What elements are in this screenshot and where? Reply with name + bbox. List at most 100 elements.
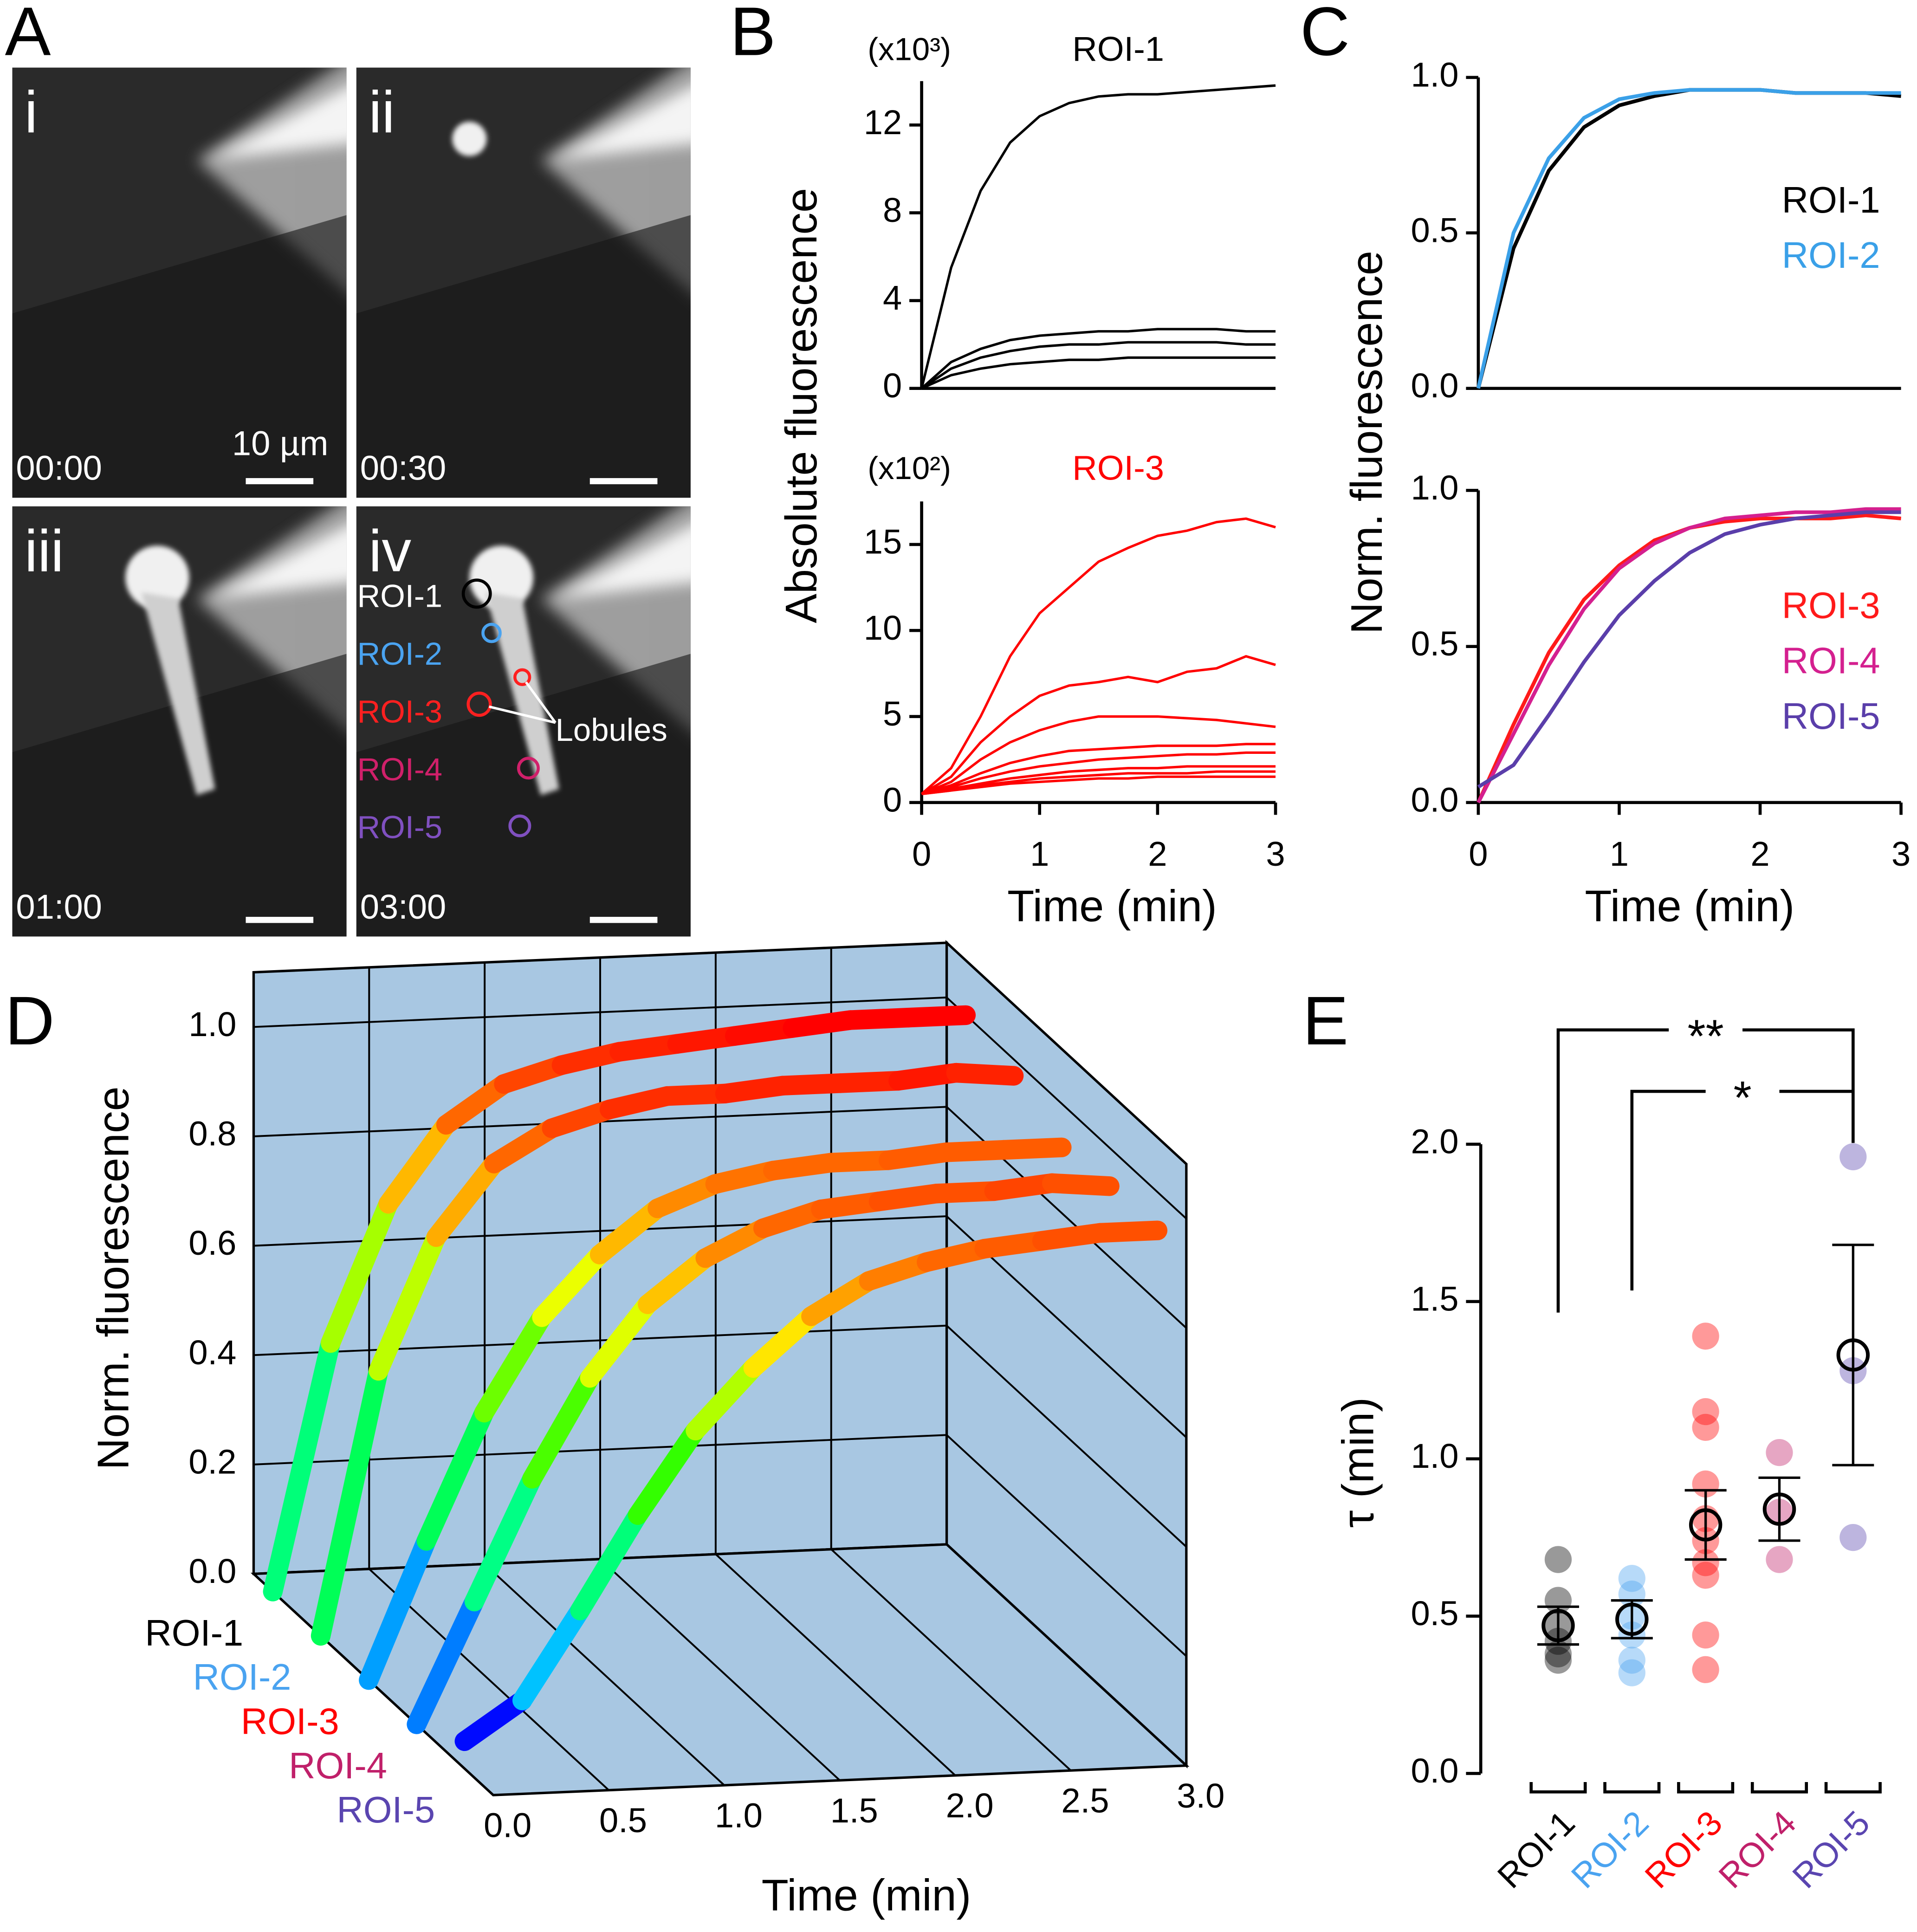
scale-bar [589, 917, 658, 923]
data-point [1839, 1524, 1867, 1551]
ribbon-segment [311, 1361, 389, 1646]
error-bar [1537, 1605, 1579, 1646]
label-background [1705, 1069, 1780, 1114]
category-label: ROI-4 [289, 1745, 387, 1786]
time-stamp: 03:00 [360, 888, 446, 926]
category-axis [1603, 1782, 1661, 1794]
legend-label: ROI-5 [1782, 695, 1880, 737]
y-tick-label: 0.8 [188, 1115, 236, 1153]
roi-circle [481, 622, 502, 643]
x-tick-label: ROI-2 [1564, 1803, 1656, 1895]
panel-label: E [1302, 983, 1348, 1059]
category-label: ROI-3 [241, 1701, 339, 1742]
grid-line [946, 1325, 1187, 1548]
x-tick-label: 0.5 [599, 1801, 647, 1840]
ribbon-segment [859, 1252, 937, 1291]
x-tick-label: ROI-1 [1490, 1803, 1582, 1895]
data-point [1692, 1413, 1719, 1441]
roi-circle [517, 757, 540, 780]
x-tick-label: 0.0 [484, 1806, 531, 1845]
mean-marker [1836, 1338, 1870, 1372]
category-axis [1529, 1782, 1587, 1794]
roi-label: ROI-2 [357, 636, 443, 672]
roi-label: ROI-1 [357, 578, 443, 614]
y-multiplier: (x10²) [868, 450, 951, 486]
series-line [921, 341, 1276, 389]
legend-label: ROI-2 [1782, 234, 1880, 276]
y-tick-label: 0.0 [188, 1552, 236, 1590]
x-tick-label: 1 [1610, 835, 1629, 873]
pipette-tip [469, 545, 533, 610]
grid-line [599, 1558, 841, 1781]
image-content [12, 67, 347, 498]
mean-marker [1689, 1508, 1723, 1542]
category-axis [1677, 1782, 1735, 1794]
image-label: ii [369, 79, 395, 145]
mean-marker [1762, 1492, 1796, 1526]
y-tick-label: 0.0 [1411, 366, 1458, 405]
y-tick-label: 0 [883, 366, 902, 405]
series-line [920, 517, 1276, 795]
ribbon-segment [407, 1591, 485, 1734]
image-content [356, 506, 691, 937]
roi-circle [508, 814, 531, 837]
ribbon-segment [378, 1115, 456, 1214]
pointer [489, 705, 556, 724]
category-label: ROI-1 [145, 1612, 243, 1653]
legend-label: ROI-1 [1782, 179, 1880, 220]
pipette-tip [125, 545, 189, 610]
x-tick-label: 1.0 [715, 1796, 763, 1835]
pipette [209, 86, 347, 160]
micrograph: ii 00:30 [356, 67, 691, 498]
x-tick-label: 2 [1148, 835, 1167, 873]
ribbon-segment [599, 1086, 677, 1120]
shadow [12, 654, 347, 937]
ribbon-segment [589, 1198, 667, 1264]
chart-title: ROI-3 [1072, 449, 1164, 487]
series-line [921, 775, 1276, 795]
error-bar [1611, 1599, 1653, 1640]
grid-line [946, 1434, 1187, 1657]
data-point [1618, 1565, 1645, 1592]
x-tick-label: 1 [1030, 835, 1049, 873]
ribbon-segment [743, 1306, 821, 1378]
y-tick-label: 1.0 [1411, 55, 1458, 94]
ribbon-segment [801, 1271, 879, 1326]
significance-label: * [1733, 1072, 1751, 1124]
category-label: ROI-5 [337, 1789, 435, 1830]
pipette-tip [452, 122, 487, 156]
roi-label: ROI-5 [357, 809, 443, 845]
category-axis [1750, 1782, 1808, 1794]
y-tick-label: 10 [864, 609, 902, 647]
data-point [1692, 1621, 1719, 1649]
ribbon-segment [551, 1042, 629, 1075]
grid-line [830, 1549, 1072, 1771]
grid-line [946, 1543, 1187, 1766]
ribbon-segment [705, 1160, 783, 1194]
ribbon-segment [532, 1245, 610, 1327]
cell-process [485, 592, 559, 795]
y-tick-label: 0.2 [188, 1442, 236, 1481]
mean-marker [1615, 1602, 1649, 1636]
panel-label: A [5, 0, 51, 70]
significance-label: ** [1687, 1010, 1723, 1062]
legend-label: ROI-3 [1782, 585, 1880, 626]
y-tick-label: 0.0 [1411, 1751, 1458, 1790]
shadow [12, 215, 347, 498]
roi-circle [461, 578, 492, 609]
x-tick-label: 2.5 [1061, 1782, 1109, 1820]
data-point [1692, 1398, 1719, 1426]
data-point [1544, 1546, 1572, 1573]
scale-bar [589, 478, 658, 485]
series-line [920, 84, 1276, 389]
x-tick-label: 3.0 [1177, 1776, 1224, 1815]
micrograph: iii 01:00 [12, 506, 347, 937]
category-axis [1824, 1782, 1882, 1794]
error-bar [1758, 1476, 1800, 1542]
data-point [1766, 1546, 1793, 1573]
series-line [1477, 507, 1901, 804]
y-tick-label: 12 [864, 103, 902, 142]
ribbon-segment [570, 1505, 648, 1621]
ribbon-segment [753, 1199, 831, 1238]
